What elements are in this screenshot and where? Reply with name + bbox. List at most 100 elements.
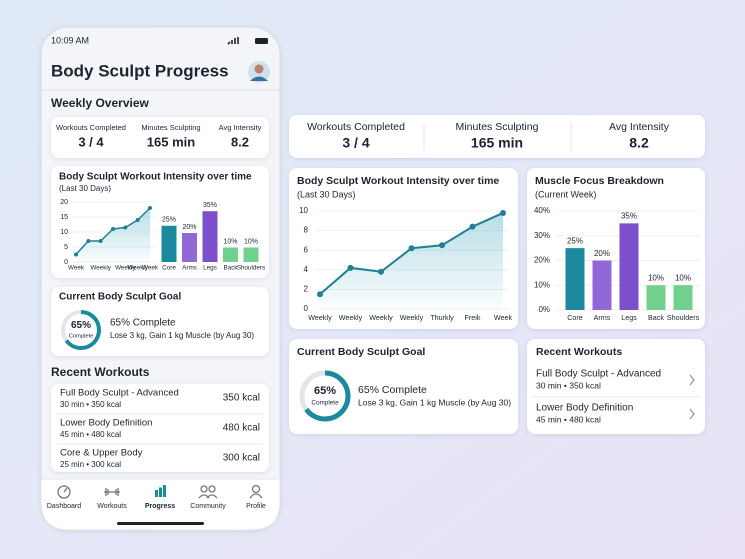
nav-icon[interactable]: [104, 488, 120, 496]
workout-detail: 45 min • 480 kcal: [536, 414, 601, 424]
y-tick-label: 10: [299, 206, 308, 215]
bar: [646, 285, 666, 310]
line-point: [500, 209, 506, 216]
icon-part: [155, 490, 158, 497]
nav-icon[interactable]: [155, 485, 166, 497]
x-tick-label: Weekly: [400, 313, 424, 322]
bar-value-label: 10%: [675, 274, 691, 283]
chevron[interactable]: [689, 408, 695, 420]
y-tick-label: 15: [60, 214, 68, 221]
line-point: [378, 268, 384, 275]
y-tick-label: 20%: [534, 256, 550, 265]
x-tick-label: Arms: [594, 313, 611, 322]
card-title: Body Sculpt Workout Intensity over time: [297, 175, 499, 187]
goal-detail: Lose 3 kg, Gain 1 kg Muscle (by Aug 30): [110, 331, 254, 340]
x-tick-label: Legs: [203, 265, 217, 272]
status-time: 10:09 AM: [51, 35, 89, 45]
app-title: Body Sculpt Progress: [51, 61, 229, 80]
avatar-body: [250, 76, 268, 81]
icon-part: [198, 494, 218, 499]
x-tick-label: Weekly: [369, 313, 393, 322]
bar: [223, 247, 238, 262]
bar-value-label: 10%: [223, 238, 237, 245]
icon-part: [159, 487, 162, 497]
stat-value: 8.2: [231, 134, 249, 149]
line-point: [123, 225, 128, 230]
y-tick-label: 8: [304, 226, 309, 235]
bar-value-label: 10%: [244, 238, 258, 245]
stat-value: 8.2: [629, 135, 649, 151]
icon-part: [57, 485, 71, 499]
bar: [673, 285, 693, 310]
bar: [161, 225, 177, 262]
card: [289, 339, 518, 434]
x-tick-label: Shoulders: [237, 265, 265, 272]
card-subtitle: (Last 30 Days): [297, 189, 356, 199]
home-indicator: [117, 522, 204, 525]
workout-kcal: 300 kcal: [223, 453, 260, 464]
workout-name: Full Body Sculpt - Advanced: [60, 388, 179, 399]
workout-name[interactable]: Lower Body Definition: [536, 403, 633, 414]
nav-label[interactable]: Workouts: [97, 503, 127, 510]
line-point: [148, 206, 152, 210]
icon-part: [249, 493, 263, 499]
nav-icon[interactable]: [249, 484, 263, 499]
x-tick-label: Back: [648, 313, 664, 322]
x-tick-label: Week: [68, 265, 85, 272]
y-tick-label: 0: [64, 259, 68, 266]
chevron[interactable]: [689, 374, 695, 386]
x-tick-label: Weekly: [308, 313, 332, 322]
status-icons: [227, 37, 239, 45]
progress-label: 65%: [71, 320, 91, 331]
line-point: [439, 242, 445, 249]
bar-value-label: 20%: [594, 249, 610, 258]
workout-name: Core & Upper Body: [60, 448, 143, 459]
icon-part: [200, 485, 208, 493]
x-tick-label: Weekly: [127, 265, 148, 272]
card-title: Current Body Sculpt Goal: [59, 292, 181, 303]
stat-label: Minutes Sculpting: [456, 121, 539, 133]
card-subtitle: (Last 30 Days): [59, 184, 111, 193]
y-tick-label: 20: [60, 199, 68, 206]
x-tick-label: Week: [142, 265, 159, 272]
stat-label: Minutes Sculpting: [141, 123, 200, 132]
workout-kcal: 480 kcal: [223, 423, 260, 434]
progress-caption: Complete: [69, 334, 94, 340]
stat-label: Workouts Completed: [307, 121, 405, 133]
bar-value-label: 25%: [162, 217, 176, 224]
battery: [255, 38, 268, 44]
icon-part: [63, 487, 68, 493]
goal-headline: 65% Complete: [358, 384, 427, 396]
stat-value: 165 min: [471, 135, 523, 151]
nav-label[interactable]: Dashboard: [47, 503, 81, 510]
y-tick-label: 40%: [534, 206, 550, 215]
x-tick-label: Week: [494, 313, 513, 322]
progress-label: 65%: [314, 385, 336, 397]
card-title: Recent Workouts: [536, 346, 622, 358]
nav-icon[interactable]: [57, 485, 71, 499]
bar-value-label: 20%: [182, 224, 196, 231]
y-tick-label: 30%: [534, 231, 550, 240]
workout-detail: 30 min • 350 kcal: [60, 400, 121, 409]
nav-icon[interactable]: [198, 485, 218, 499]
bar-value-label: 35%: [621, 212, 637, 221]
bar: [565, 248, 585, 310]
nav-label[interactable]: Profile: [246, 503, 266, 510]
card: [51, 287, 269, 356]
nav-label[interactable]: Progress: [145, 503, 175, 510]
bar-value-label: 25%: [567, 236, 583, 245]
stat-value: 3 / 4: [78, 134, 104, 149]
section-title: Recent Workouts: [51, 365, 150, 379]
line-point: [317, 291, 323, 298]
line-point: [469, 223, 476, 230]
line-point: [347, 264, 354, 271]
bar: [619, 223, 639, 310]
card: [527, 339, 705, 434]
workout-detail: 25 min • 300 kcal: [60, 460, 121, 469]
bar: [243, 247, 259, 262]
nav-label[interactable]: Community: [190, 503, 226, 510]
icon-part: [163, 485, 166, 497]
line-point: [86, 239, 91, 243]
workout-name[interactable]: Full Body Sculpt - Advanced: [536, 369, 661, 380]
